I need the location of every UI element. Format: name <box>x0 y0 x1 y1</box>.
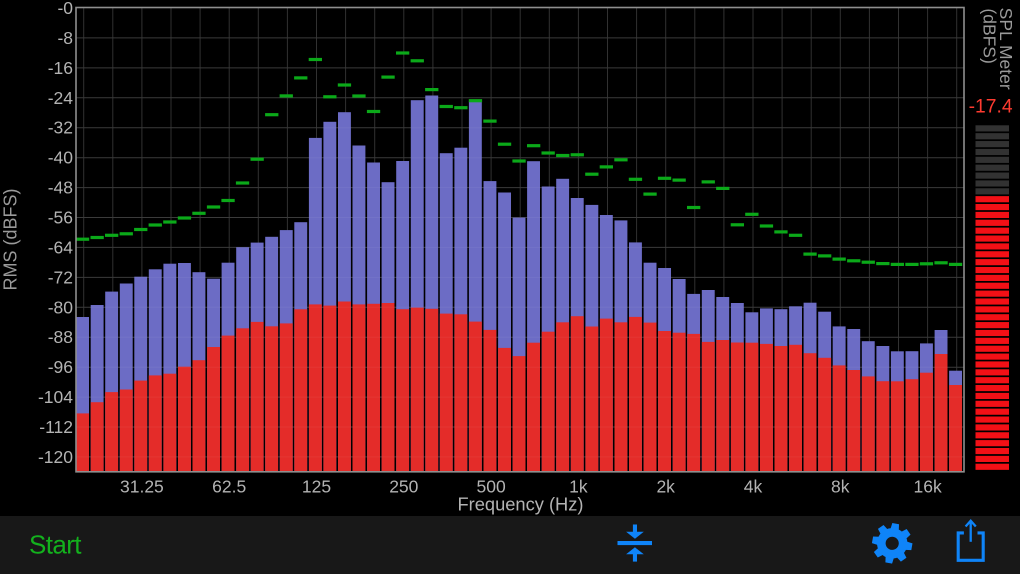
svg-text:-16: -16 <box>48 58 73 78</box>
svg-text:250: 250 <box>389 477 418 497</box>
svg-text:SPL Meter: SPL Meter <box>996 8 1016 90</box>
svg-text:500: 500 <box>476 477 505 497</box>
svg-text:-88: -88 <box>48 327 73 347</box>
svg-text:-40: -40 <box>48 148 74 168</box>
svg-text:31.25: 31.25 <box>120 477 164 497</box>
svg-text:-32: -32 <box>48 118 73 138</box>
svg-text:-80: -80 <box>48 297 74 317</box>
svg-text:-56: -56 <box>48 208 73 228</box>
svg-text:8k: 8k <box>831 477 850 497</box>
svg-text:-64: -64 <box>48 237 74 257</box>
svg-text:-17.4: -17.4 <box>969 97 1013 118</box>
svg-text:-120: -120 <box>38 447 73 467</box>
svg-text:1k: 1k <box>569 477 588 497</box>
svg-text:Start: Start <box>29 530 82 560</box>
svg-text:Frequency (Hz): Frequency (Hz) <box>458 494 584 515</box>
svg-text:-48: -48 <box>48 178 73 198</box>
svg-text:62.5: 62.5 <box>212 477 246 497</box>
svg-text:-0: -0 <box>57 0 73 18</box>
svg-text:-112: -112 <box>39 417 73 437</box>
svg-text:-24: -24 <box>48 88 74 108</box>
svg-text:-72: -72 <box>48 267 73 287</box>
svg-text:2k: 2k <box>656 477 675 497</box>
svg-text:16k: 16k <box>913 477 941 497</box>
svg-text:(dBFS): (dBFS) <box>980 8 1000 63</box>
svg-text:RMS (dBFS): RMS (dBFS) <box>1 188 21 290</box>
svg-text:4k: 4k <box>744 477 763 497</box>
svg-text:-104: -104 <box>38 387 73 407</box>
svg-text:-96: -96 <box>48 357 73 377</box>
svg-text:125: 125 <box>302 477 331 497</box>
svg-text:-8: -8 <box>57 28 73 48</box>
